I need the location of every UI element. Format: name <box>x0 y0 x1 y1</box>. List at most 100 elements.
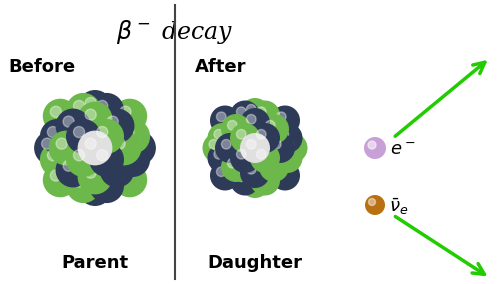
Circle shape <box>123 150 134 161</box>
Circle shape <box>89 142 124 177</box>
Circle shape <box>284 139 294 149</box>
Circle shape <box>240 108 270 138</box>
Circle shape <box>78 160 112 195</box>
Circle shape <box>40 119 74 154</box>
Circle shape <box>214 149 224 159</box>
Circle shape <box>259 114 289 144</box>
Circle shape <box>240 98 270 128</box>
Circle shape <box>214 130 224 139</box>
Circle shape <box>116 119 150 154</box>
Circle shape <box>270 105 300 135</box>
Circle shape <box>266 158 275 168</box>
Circle shape <box>85 109 96 120</box>
Circle shape <box>265 133 295 163</box>
Circle shape <box>114 138 125 149</box>
Circle shape <box>56 138 67 149</box>
Circle shape <box>74 176 85 187</box>
Circle shape <box>208 123 238 153</box>
Circle shape <box>208 143 238 173</box>
Circle shape <box>74 100 85 112</box>
Circle shape <box>43 99 78 133</box>
Circle shape <box>63 116 74 127</box>
Circle shape <box>279 130 288 139</box>
Circle shape <box>368 141 376 149</box>
Circle shape <box>89 119 124 154</box>
Circle shape <box>215 133 245 163</box>
Circle shape <box>270 160 300 191</box>
Circle shape <box>240 158 270 188</box>
Circle shape <box>63 160 74 171</box>
Circle shape <box>112 99 147 133</box>
Circle shape <box>42 138 52 149</box>
Circle shape <box>96 126 108 138</box>
Circle shape <box>216 112 226 122</box>
Circle shape <box>276 167 286 177</box>
Circle shape <box>236 130 246 139</box>
Circle shape <box>230 166 260 195</box>
Circle shape <box>236 107 246 116</box>
Circle shape <box>74 126 85 138</box>
Circle shape <box>85 138 96 149</box>
Circle shape <box>279 149 288 159</box>
Circle shape <box>256 149 266 159</box>
Circle shape <box>85 97 96 108</box>
Circle shape <box>210 160 240 191</box>
Circle shape <box>272 139 281 149</box>
Circle shape <box>250 166 280 195</box>
Text: After: After <box>195 58 246 76</box>
Circle shape <box>66 119 101 154</box>
Circle shape <box>222 139 231 149</box>
Circle shape <box>78 171 112 206</box>
Circle shape <box>230 101 260 131</box>
Circle shape <box>256 107 266 116</box>
Circle shape <box>120 170 131 181</box>
Circle shape <box>228 158 237 168</box>
Circle shape <box>107 116 118 127</box>
Circle shape <box>106 131 142 165</box>
Circle shape <box>256 172 266 181</box>
Circle shape <box>123 126 134 138</box>
Circle shape <box>240 168 270 198</box>
Circle shape <box>236 149 246 159</box>
Circle shape <box>250 143 280 173</box>
Circle shape <box>107 160 118 171</box>
Circle shape <box>89 168 124 203</box>
Circle shape <box>365 195 385 215</box>
Circle shape <box>48 126 58 138</box>
Circle shape <box>121 131 156 165</box>
Circle shape <box>256 130 266 139</box>
Circle shape <box>78 131 112 165</box>
Circle shape <box>85 179 96 190</box>
Circle shape <box>66 168 101 203</box>
Circle shape <box>246 174 256 184</box>
Text: $\bar{\nu}_e$: $\bar{\nu}_e$ <box>389 197 408 217</box>
Circle shape <box>246 139 256 149</box>
Circle shape <box>240 133 270 163</box>
Circle shape <box>202 133 232 163</box>
Circle shape <box>89 93 124 128</box>
Circle shape <box>216 167 226 177</box>
Circle shape <box>56 108 90 143</box>
Circle shape <box>230 123 260 153</box>
Circle shape <box>228 120 237 130</box>
Circle shape <box>250 101 280 131</box>
Circle shape <box>96 176 108 187</box>
Circle shape <box>34 131 69 165</box>
Circle shape <box>210 105 240 135</box>
Circle shape <box>78 90 112 125</box>
Circle shape <box>246 105 256 114</box>
Circle shape <box>48 150 58 161</box>
Circle shape <box>246 114 256 124</box>
Circle shape <box>100 153 134 187</box>
Text: Before: Before <box>8 58 75 76</box>
Circle shape <box>364 137 386 159</box>
Circle shape <box>278 133 308 163</box>
Circle shape <box>85 167 96 178</box>
Circle shape <box>40 142 74 177</box>
Circle shape <box>221 114 251 144</box>
Text: Daughter: Daughter <box>208 254 302 272</box>
Circle shape <box>209 139 218 149</box>
Circle shape <box>50 106 62 117</box>
Circle shape <box>236 172 246 181</box>
Circle shape <box>43 162 78 197</box>
